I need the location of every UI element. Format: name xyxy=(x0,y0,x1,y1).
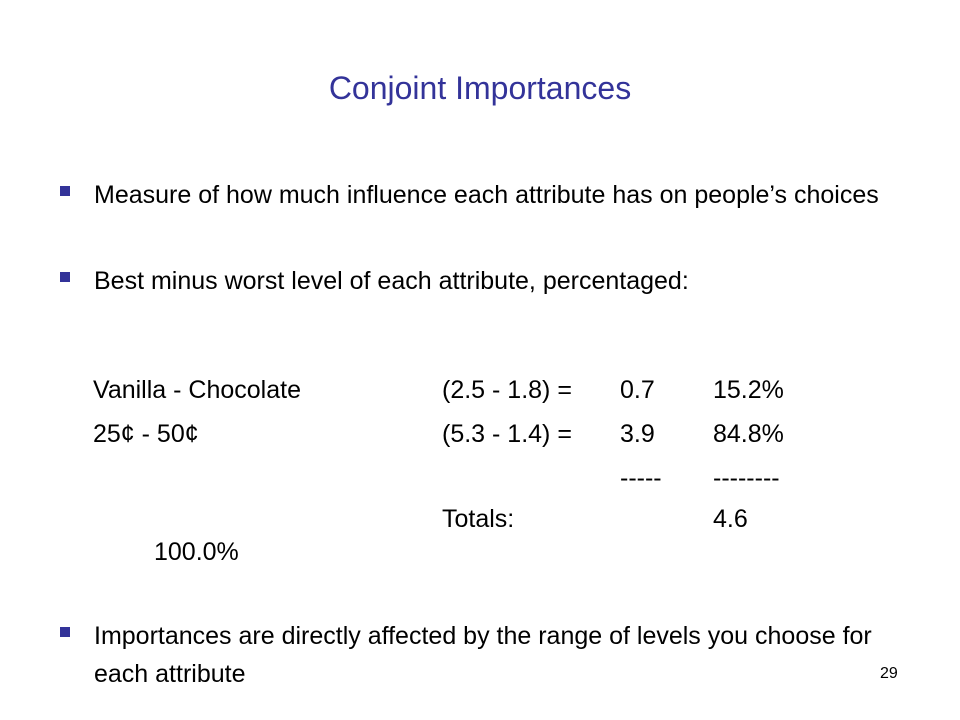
row-value: 0.7 xyxy=(620,376,655,404)
page-number: 29 xyxy=(880,665,898,682)
bullet-text: Best minus worst level of each attribute… xyxy=(94,267,689,295)
square-bullet-icon xyxy=(60,627,70,637)
slide-title: Conjoint Importances xyxy=(328,70,632,106)
separator-percent: -------- xyxy=(713,464,780,492)
square-bullet-icon xyxy=(60,186,70,196)
totals-label: Totals: xyxy=(442,505,515,533)
bullet-text: Importances are directly affected by the… xyxy=(94,622,872,688)
row-calc: (5.3 - 1.4) = xyxy=(442,420,572,448)
row-percent: 84.8% xyxy=(713,420,784,448)
row-label: 25¢ - 50¢ xyxy=(93,420,199,448)
totals-percent: 100.0% xyxy=(154,538,239,566)
bullet-text: Measure of how much influence each attri… xyxy=(94,181,879,209)
row-label: Vanilla - Chocolate xyxy=(93,376,301,404)
square-bullet-icon xyxy=(60,272,70,282)
row-calc: (2.5 - 1.8) = xyxy=(442,376,572,404)
separator-value: ----- xyxy=(620,464,662,492)
row-value: 3.9 xyxy=(620,420,655,448)
row-percent: 15.2% xyxy=(713,376,784,404)
totals-value: 4.6 xyxy=(713,505,748,533)
